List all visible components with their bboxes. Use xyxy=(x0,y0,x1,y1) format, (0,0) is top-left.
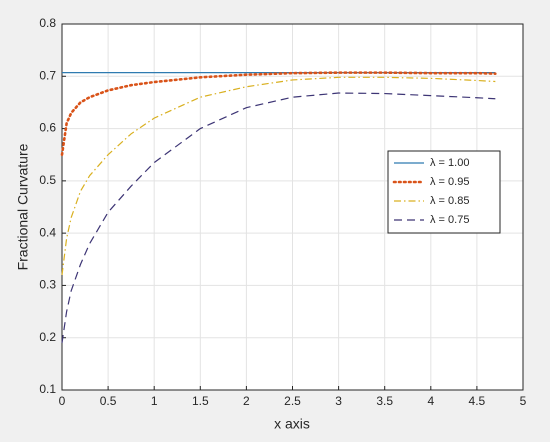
legend-label: λ = 0.95 xyxy=(430,176,469,188)
x-tick-label: 2 xyxy=(243,394,250,408)
x-tick-label: 3 xyxy=(335,394,342,408)
y-tick-label: 0.5 xyxy=(39,173,56,187)
plot-frame xyxy=(61,23,524,391)
x-axis-label: x axis xyxy=(274,416,310,432)
y-axis-label: Fractional Curvature xyxy=(15,143,31,270)
y-tick-label: 0.6 xyxy=(39,121,56,135)
legend-label: λ = 1.00 xyxy=(430,157,469,169)
x-tick-label: 3.5 xyxy=(376,394,393,408)
y-tick-label: 0.2 xyxy=(39,330,56,344)
legend-label: λ = 0.85 xyxy=(430,195,469,207)
x-tick-label: 1 xyxy=(151,394,158,408)
legend-label: λ = 0.75 xyxy=(430,214,469,226)
series-line xyxy=(61,76,496,276)
x-tick-label: 2.5 xyxy=(284,394,301,408)
x-tick-label: 0 xyxy=(59,394,66,408)
y-tick-label: 0.8 xyxy=(39,16,56,30)
y-tick-label: 0.3 xyxy=(39,278,56,292)
x-tick-label: 1.5 xyxy=(192,394,209,408)
x-tick-label: 4.5 xyxy=(469,394,486,408)
x-tick-label: 0.5 xyxy=(100,394,117,408)
y-tick-label: 0.7 xyxy=(39,68,56,82)
x-tick-label: 5 xyxy=(520,394,527,408)
series-line xyxy=(60,71,497,157)
y-tick-label: 0.1 xyxy=(39,382,56,396)
x-tick-label: 4 xyxy=(427,394,434,408)
y-tick-label: 0.4 xyxy=(39,225,56,239)
legend-box xyxy=(387,150,501,234)
series-line xyxy=(61,92,496,344)
